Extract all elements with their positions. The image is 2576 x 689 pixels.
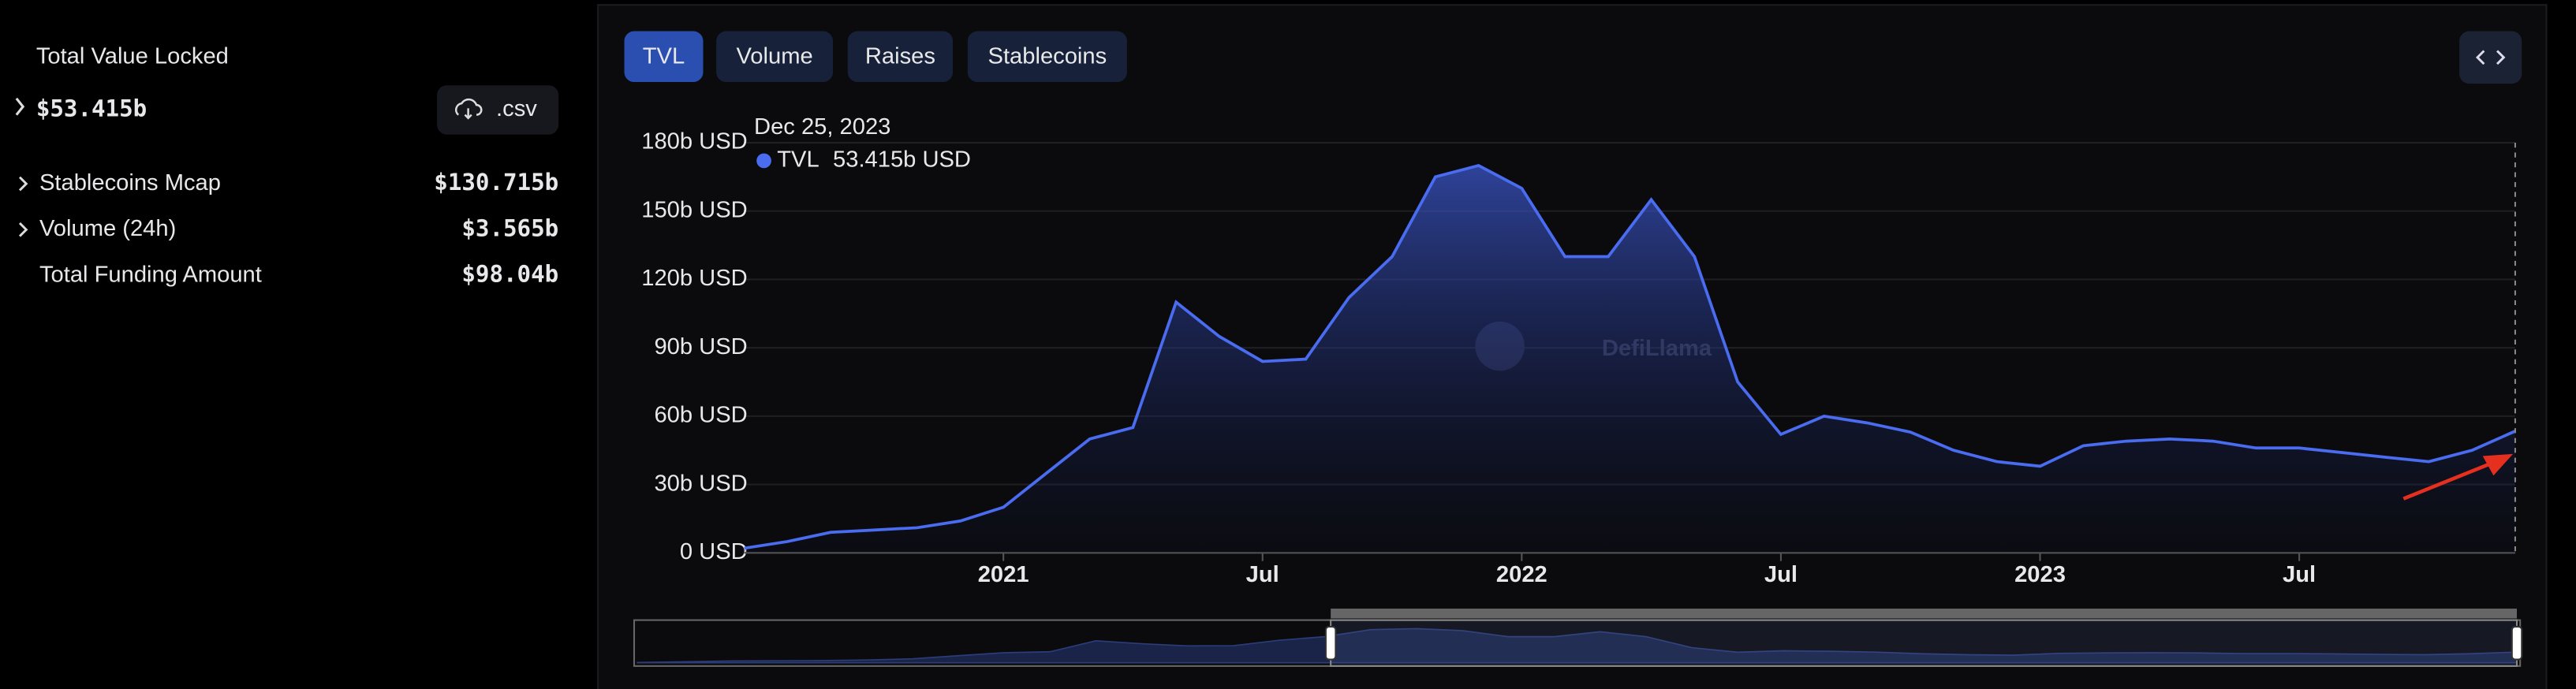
metric-label: Total Funding Amount [39, 262, 262, 287]
tab-label[interactable]: TVL [643, 44, 685, 69]
area [744, 165, 2515, 553]
metric-value: $3.565b [461, 214, 558, 241]
x-tick-label: Jul [1246, 562, 1279, 587]
x-tick-label: 2022 [1496, 562, 1547, 587]
zoom-bar[interactable] [1331, 609, 2518, 619]
chart: 0 USD 30b USD 60b USD 90b USD 120b USD 150b U… [633, 114, 2523, 667]
tab-label[interactable]: Raises [865, 44, 935, 69]
tab[interactable] [847, 31, 954, 83]
annotation-arrow [2402, 453, 2514, 501]
y-tick-label: 150b USD [641, 197, 747, 222]
y-tick-label: 120b USD [641, 266, 747, 291]
tooltip-date: Dec 25, 2023 [754, 114, 890, 140]
metric-label: Volume (24h) [39, 216, 176, 241]
x-tick-label: Jul [2283, 562, 2316, 587]
overview-area [637, 628, 2518, 664]
tvl-value: $53.415b [36, 95, 147, 121]
y-tick-label: 0 USD [680, 539, 748, 564]
zoom-selection[interactable] [1330, 619, 2518, 667]
metrics: Stablecoins Mcap $130.715b Volume (24h) $3.… [39, 169, 558, 288]
tooltip-dot [756, 153, 771, 169]
chevron[interactable] [15, 97, 25, 116]
embed-button[interactable] [2459, 31, 2522, 84]
y-tick-label: 180b USD [641, 129, 747, 155]
chevron[interactable] [18, 176, 28, 192]
chevron[interactable] [18, 222, 28, 237]
zoom-handle[interactable] [1324, 625, 1337, 661]
x-tick-label: 2023 [2014, 562, 2066, 587]
csv-button[interactable] [437, 85, 559, 135]
tabs: TVL Volume Raises Stablecoins [624, 31, 1127, 83]
tooltip-value: 53.415b USD [833, 147, 971, 173]
y-tick-label: 60b USD [654, 403, 747, 428]
download-icon [454, 98, 483, 120]
metric-label: Stablecoins Mcap [39, 170, 221, 196]
tab[interactable] [716, 31, 834, 83]
metric-value: $130.715b [434, 169, 558, 196]
tab-label[interactable]: Stablecoins [988, 44, 1107, 69]
zoom-handle[interactable] [2511, 625, 2523, 661]
x-tick-label: Jul [1764, 562, 1798, 587]
y-tick-label: 30b USD [654, 471, 747, 496]
tab[interactable] [967, 31, 1127, 83]
line [744, 163, 2516, 550]
tooltip-series: TVL [777, 147, 819, 173]
x-tick-label: 2021 [978, 562, 1029, 587]
tab-label[interactable]: Volume [736, 44, 812, 69]
tab[interactable] [624, 31, 704, 83]
metric-value: $98.04b [461, 261, 558, 288]
embed-icon [2475, 50, 2506, 65]
csv-label[interactable]: .csv [496, 96, 537, 121]
tvl-title: Total Value Locked [36, 44, 229, 69]
y-tick-label: 90b USD [654, 334, 747, 359]
